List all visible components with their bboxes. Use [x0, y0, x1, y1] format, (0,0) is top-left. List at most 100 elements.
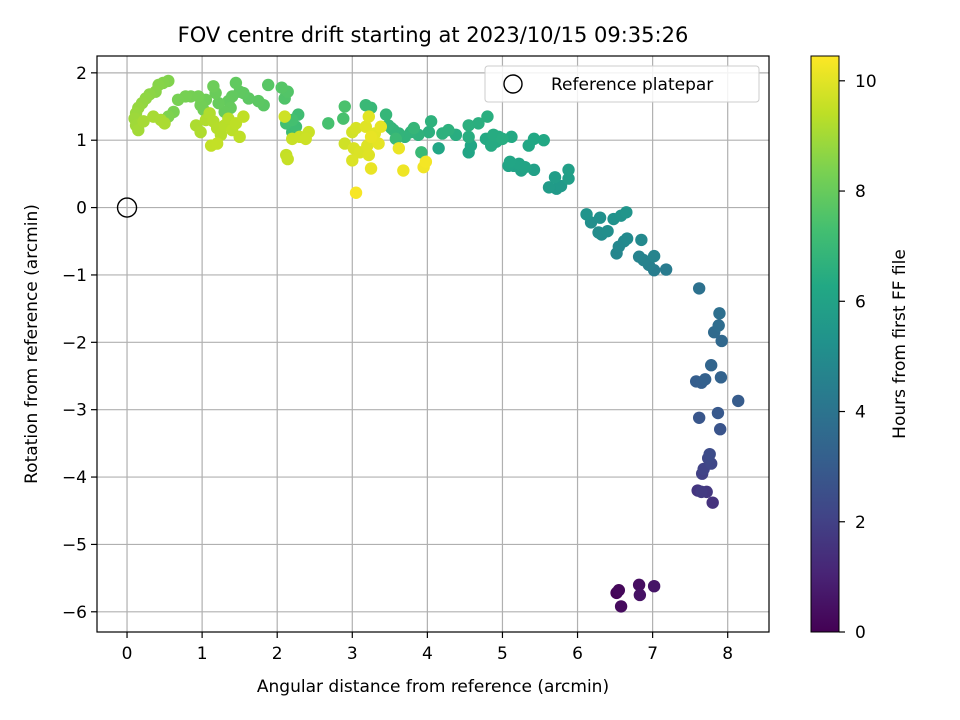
- data-point: [484, 139, 498, 152]
- data-point: [714, 371, 728, 384]
- data-point: [374, 120, 388, 133]
- data-point: [695, 485, 708, 499]
- data-point: [537, 134, 550, 147]
- data-point: [692, 282, 706, 295]
- data-point: [364, 130, 378, 144]
- y-tick-label: −5: [62, 535, 87, 555]
- legend-label: Reference platepar: [551, 75, 713, 95]
- data-point: [364, 162, 378, 175]
- colorbar-tick-label: 8: [855, 182, 866, 202]
- colorbar-tick-label: 0: [855, 623, 866, 643]
- data-point: [422, 125, 436, 139]
- data-point: [635, 233, 648, 247]
- data-point: [620, 232, 634, 245]
- data-point: [346, 154, 359, 167]
- data-point: [137, 115, 150, 128]
- data-point: [518, 160, 532, 174]
- data-point: [732, 394, 745, 408]
- data-point: [548, 171, 562, 184]
- x-tick-label: 3: [347, 644, 358, 664]
- data-point: [278, 110, 291, 123]
- data-point: [349, 121, 363, 135]
- y-tick-label: −1: [62, 266, 87, 286]
- colorbar: [811, 56, 839, 632]
- chart-title: FOV centre drift starting at 2023/10/15 …: [178, 23, 689, 47]
- data-point: [472, 117, 485, 130]
- data-point: [424, 115, 438, 128]
- data-point: [407, 121, 421, 135]
- y-tick-label: −6: [62, 603, 87, 623]
- plot-frame: [96, 55, 770, 633]
- data-point: [419, 155, 433, 168]
- colorbar-tick-label: 4: [855, 403, 866, 423]
- data-point: [462, 119, 475, 132]
- x-tick-label: 4: [422, 644, 433, 664]
- legend-marker-icon: [503, 74, 523, 94]
- x-tick-label: 6: [572, 644, 583, 664]
- data-point: [379, 108, 393, 121]
- y-tick-label: 0: [76, 199, 87, 219]
- data-point: [359, 98, 372, 112]
- data-point: [692, 411, 706, 424]
- colorbar-ticks: 0 2 4 6 8 10: [839, 72, 877, 643]
- y-tick-label: −3: [62, 401, 87, 421]
- x-axis-ticks: 0 1 2 3 4 5 6 7 8: [122, 632, 733, 664]
- y-tick-label: −2: [62, 333, 87, 353]
- data-point: [233, 130, 246, 144]
- data-point: [715, 334, 728, 348]
- x-tick-label: 0: [122, 644, 133, 664]
- data-point: [703, 447, 716, 461]
- data-point: [442, 123, 455, 137]
- x-tick-label: 7: [647, 644, 658, 664]
- data-point: [647, 579, 661, 593]
- data-point: [601, 224, 614, 238]
- grid-lines: [97, 56, 769, 632]
- data-point: [580, 208, 593, 221]
- data-point: [229, 76, 243, 90]
- scatter-points: [128, 74, 745, 613]
- data-point: [562, 163, 575, 177]
- data-point: [481, 110, 494, 123]
- data-point: [194, 125, 207, 139]
- data-point: [620, 206, 633, 219]
- data-point: [562, 172, 575, 185]
- data-point: [432, 142, 445, 155]
- data-point: [593, 211, 607, 224]
- data-point: [210, 137, 224, 150]
- y-axis-ticks: 2 1 0 −1 −2 −3 −4 −5 −6: [62, 64, 97, 623]
- data-point: [633, 588, 647, 602]
- x-tick-label: 2: [272, 644, 283, 664]
- data-point: [338, 100, 351, 113]
- y-axis-label: Rotation from reference (arcmin): [22, 204, 42, 484]
- colorbar-tick-label: 10: [855, 72, 877, 92]
- colorbar-label: Hours from first FF file: [890, 249, 910, 439]
- data-point: [322, 117, 335, 130]
- data-point: [711, 406, 725, 420]
- data-point: [612, 584, 626, 597]
- y-tick-label: 1: [76, 131, 87, 151]
- data-point: [712, 319, 725, 332]
- data-point: [614, 600, 628, 613]
- data-point: [158, 117, 171, 130]
- data-point: [698, 373, 712, 386]
- data-point: [275, 81, 288, 94]
- data-point: [527, 132, 541, 146]
- data-point: [706, 496, 719, 509]
- data-point: [542, 181, 556, 194]
- data-point: [337, 112, 350, 125]
- data-point: [713, 423, 727, 436]
- data-point: [647, 249, 661, 263]
- data-point: [503, 155, 517, 168]
- data-point: [496, 132, 509, 146]
- x-tick-label: 5: [497, 644, 508, 664]
- x-axis-label: Angular distance from reference (arcmin): [257, 677, 609, 697]
- data-point: [415, 146, 428, 159]
- data-point: [299, 132, 312, 146]
- reference-platepar-marker: [116, 197, 138, 218]
- data-point: [281, 152, 294, 166]
- data-point: [252, 94, 265, 108]
- data-point: [392, 142, 406, 155]
- data-point: [462, 130, 475, 144]
- data-point: [362, 110, 376, 123]
